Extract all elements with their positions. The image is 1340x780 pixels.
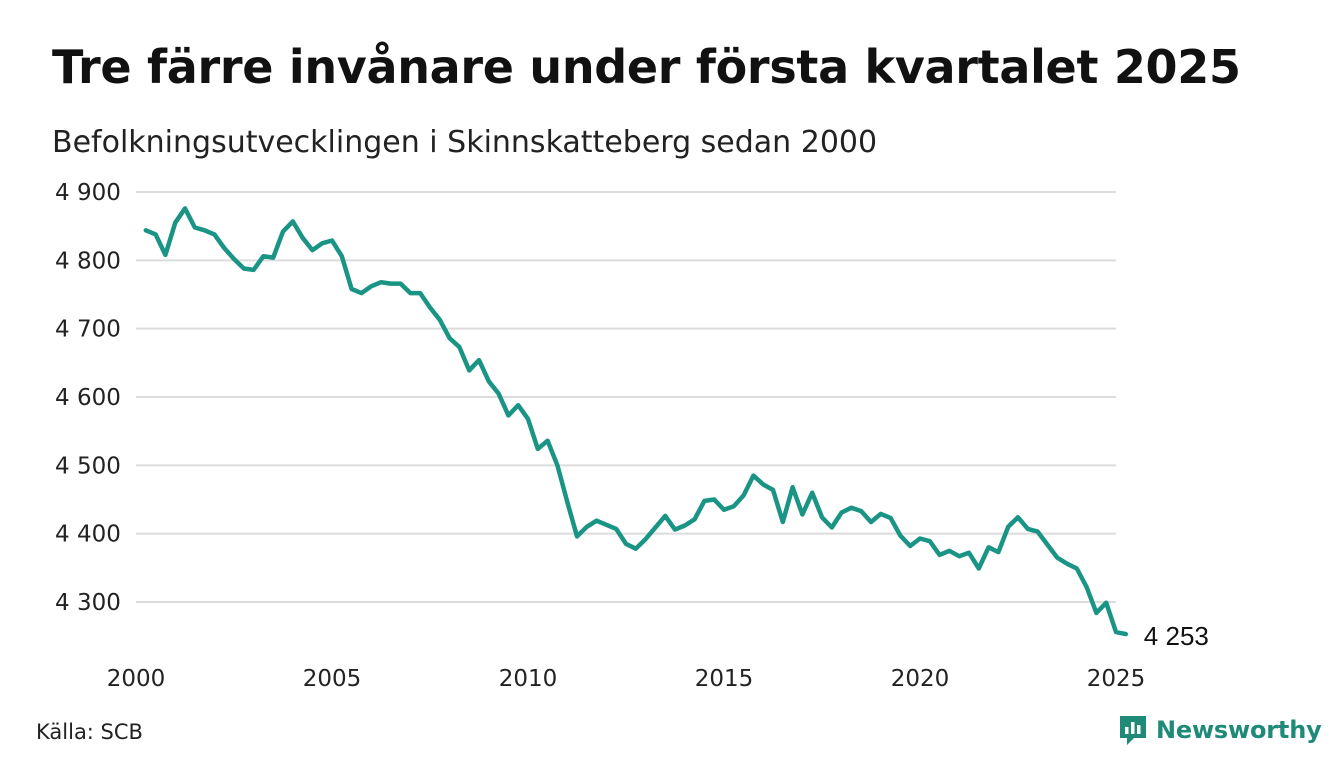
y-tick-label: 4 500 xyxy=(55,453,121,479)
x-tick-label: 2000 xyxy=(107,666,166,692)
y-tick-label: 4 600 xyxy=(55,385,121,411)
chart-subtitle: Befolkningsutvecklingen i Skinnskatteber… xyxy=(52,125,878,160)
gridlines xyxy=(136,191,1116,603)
x-tick-label: 2015 xyxy=(695,666,754,692)
y-tick-label: 4 800 xyxy=(55,248,121,274)
source-note: Källa: SCB xyxy=(36,720,143,744)
brand-name: Newsworthy xyxy=(1156,716,1322,744)
y-tick-label: 4 900 xyxy=(55,180,121,206)
y-tick-label: 4 400 xyxy=(55,522,121,548)
y-tick-label: 4 700 xyxy=(55,317,121,343)
line-chart: 4 300 4 400 4 500 4 600 4 700 4 800 4 900 2000… xyxy=(55,180,1209,692)
end-value-label: 4 253 xyxy=(1144,621,1209,651)
x-tick-label: 2005 xyxy=(303,666,362,692)
data-labels: 4 253 xyxy=(1144,621,1209,651)
series-layer xyxy=(143,206,1129,637)
x-tick-label: 2010 xyxy=(499,666,558,692)
newsworthy-logo-icon xyxy=(1120,716,1146,745)
y-tick-label: 4 300 xyxy=(55,590,121,616)
y-axis: 4 300 4 400 4 500 4 600 4 700 4 800 4 900 xyxy=(55,180,121,616)
brand[interactable]: Newsworthy xyxy=(1118,714,1322,746)
x-axis: 2000 2005 2010 2015 2020 2025 xyxy=(107,666,1146,692)
x-tick-label: 2025 xyxy=(1087,666,1146,692)
chart-title: Tre färre invånare under första kvartale… xyxy=(52,40,1241,94)
x-tick-label: 2020 xyxy=(891,666,950,692)
series-line xyxy=(143,206,1129,637)
